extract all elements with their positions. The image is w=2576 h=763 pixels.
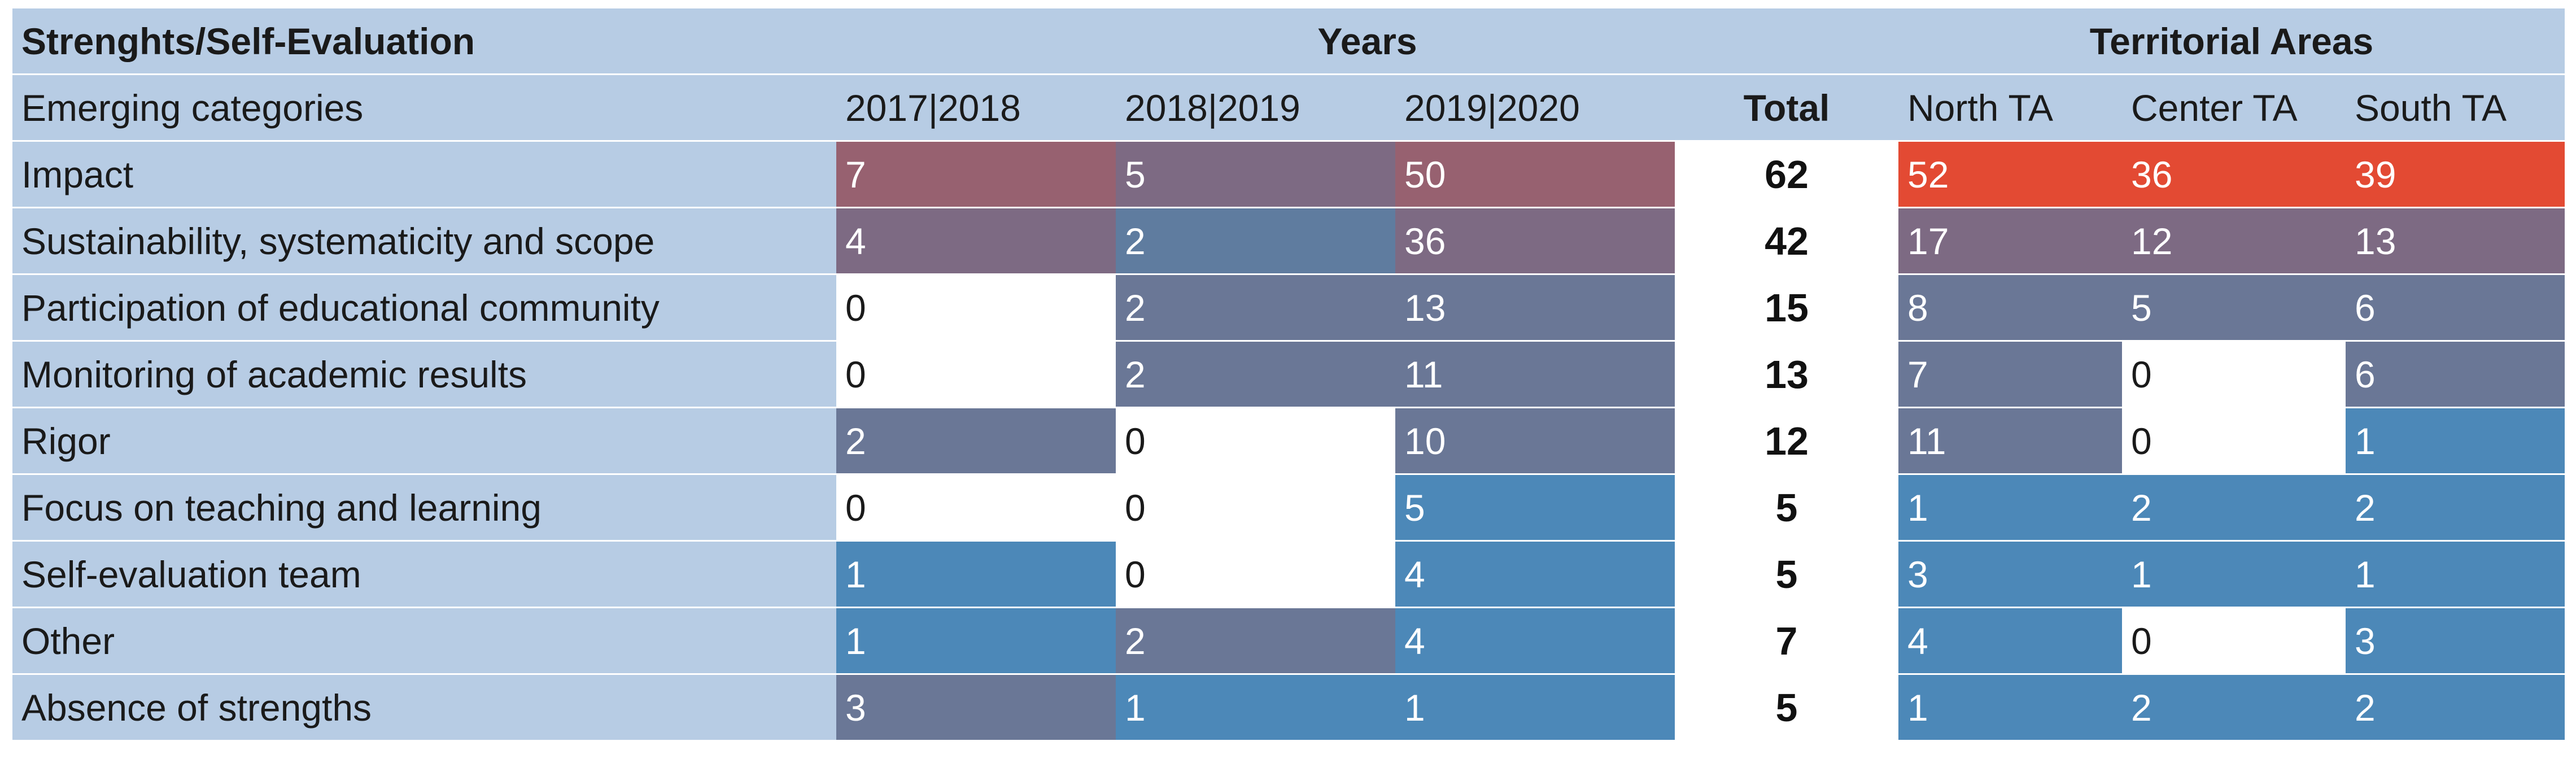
area-value-cell: 2 [2122,473,2346,542]
year-value-cell: 5 [1395,473,1675,542]
year-value-cell: 0 [836,340,1116,408]
year-value-cell: 0 [1116,407,1395,475]
header-row-main: Strenghts/Self-Evaluation Years Territor… [12,7,2565,75]
strengths-table: Strenghts/Self-Evaluation Years Territor… [12,7,2565,742]
total-cell: 5 [1675,673,1898,742]
year-value-cell: 36 [1395,207,1675,275]
area-value-cell: 1 [2346,540,2565,608]
area-value-cell: 0 [2122,407,2346,475]
year-value-cell: 7 [836,140,1116,208]
year-value-cell: 2 [1116,607,1395,675]
area-value-cell: 7 [1898,340,2122,408]
area-value-cell: 11 [1898,407,2122,475]
table-row: Absence of strengths 3 1 1 5 1 2 2 [12,673,2565,742]
category-label: Self-evaluation team [12,540,836,608]
area-value-cell: 1 [1898,473,2122,542]
col-header-south-ta: South TA [2346,73,2565,142]
area-value-cell: 2 [2122,673,2346,742]
year-value-cell: 2 [1116,273,1395,342]
year-value-cell: 11 [1395,340,1675,408]
area-value-cell: 3 [1898,540,2122,608]
year-value-cell: 1 [836,607,1116,675]
table-row: Self-evaluation team 1 0 4 5 3 1 1 [12,540,2565,608]
col-header-north-ta: North TA [1898,73,2122,142]
category-label: Other [12,607,836,675]
total-cell: 12 [1675,407,1898,475]
year-value-cell: 5 [1116,140,1395,208]
total-cell: 13 [1675,340,1898,408]
years-header: Years [836,7,1898,75]
year-value-cell: 1 [836,540,1116,608]
year-value-cell: 3 [836,673,1116,742]
category-label: Absence of strengths [12,673,836,742]
table-row: Other 1 2 4 7 4 0 3 [12,607,2565,675]
area-value-cell: 39 [2346,140,2565,208]
category-label: Monitoring of academic results [12,340,836,408]
col-header-2019-2020: 2019|2020 [1395,73,1675,142]
year-value-cell: 0 [1116,473,1395,542]
year-value-cell: 2 [1116,340,1395,408]
area-value-cell: 1 [2346,407,2565,475]
year-value-cell: 2 [1116,207,1395,275]
table-title: Strenghts/Self-Evaluation [12,7,836,75]
area-value-cell: 4 [1898,607,2122,675]
year-value-cell: 1 [1395,673,1675,742]
area-value-cell: 5 [2122,273,2346,342]
year-value-cell: 10 [1395,407,1675,475]
year-value-cell: 0 [836,273,1116,342]
category-label: Participation of educational community [12,273,836,342]
year-value-cell: 4 [1395,540,1675,608]
area-value-cell: 8 [1898,273,2122,342]
table-body: Strenghts/Self-Evaluation Years Territor… [12,7,2565,742]
year-value-cell: 13 [1395,273,1675,342]
territorial-areas-header: Territorial Areas [1898,7,2565,75]
year-value-cell: 0 [1116,540,1395,608]
table-row: Sustainability, systematicity and scope 4… [12,207,2565,275]
table-row: Rigor 2 0 10 12 11 0 1 [12,407,2565,475]
table-row: Focus on teaching and learning 0 0 5 5 1 2 2 [12,473,2565,542]
col-header-2017-2018: 2017|2018 [836,73,1116,142]
emerging-categories-header: Emerging categories [12,73,836,142]
area-value-cell: 2 [2346,473,2565,542]
header-row-columns: Emerging categories 2017|2018 2018|2019 … [12,73,2565,142]
total-cell: 5 [1675,473,1898,542]
area-value-cell: 36 [2122,140,2346,208]
area-value-cell: 1 [1898,673,2122,742]
area-value-cell: 17 [1898,207,2122,275]
year-value-cell: 2 [836,407,1116,475]
category-label: Rigor [12,407,836,475]
year-value-cell: 0 [836,473,1116,542]
col-header-total: Total [1675,73,1898,142]
category-label: Sustainability, systematicity and scope [12,207,836,275]
area-value-cell: 12 [2122,207,2346,275]
year-value-cell: 4 [836,207,1116,275]
col-header-2018-2019: 2018|2019 [1116,73,1395,142]
category-label: Focus on teaching and learning [12,473,836,542]
area-value-cell: 52 [1898,140,2122,208]
category-label: Impact [12,140,836,208]
table-row: Participation of educational community 0 2… [12,273,2565,342]
total-cell: 62 [1675,140,1898,208]
total-cell: 5 [1675,540,1898,608]
year-value-cell: 4 [1395,607,1675,675]
table-row: Monitoring of academic results 0 2 11 13 7 0 6 [12,340,2565,408]
col-header-center-ta: Center TA [2122,73,2346,142]
area-value-cell: 13 [2346,207,2565,275]
total-cell: 7 [1675,607,1898,675]
area-value-cell: 6 [2346,340,2565,408]
area-value-cell: 1 [2122,540,2346,608]
area-value-cell: 0 [2122,607,2346,675]
area-value-cell: 2 [2346,673,2565,742]
area-value-cell: 0 [2122,340,2346,408]
table-row: Impact 7 5 50 62 52 36 39 [12,140,2565,208]
total-cell: 15 [1675,273,1898,342]
year-value-cell: 50 [1395,140,1675,208]
area-value-cell: 6 [2346,273,2565,342]
area-value-cell: 3 [2346,607,2565,675]
total-cell: 42 [1675,207,1898,275]
year-value-cell: 1 [1116,673,1395,742]
